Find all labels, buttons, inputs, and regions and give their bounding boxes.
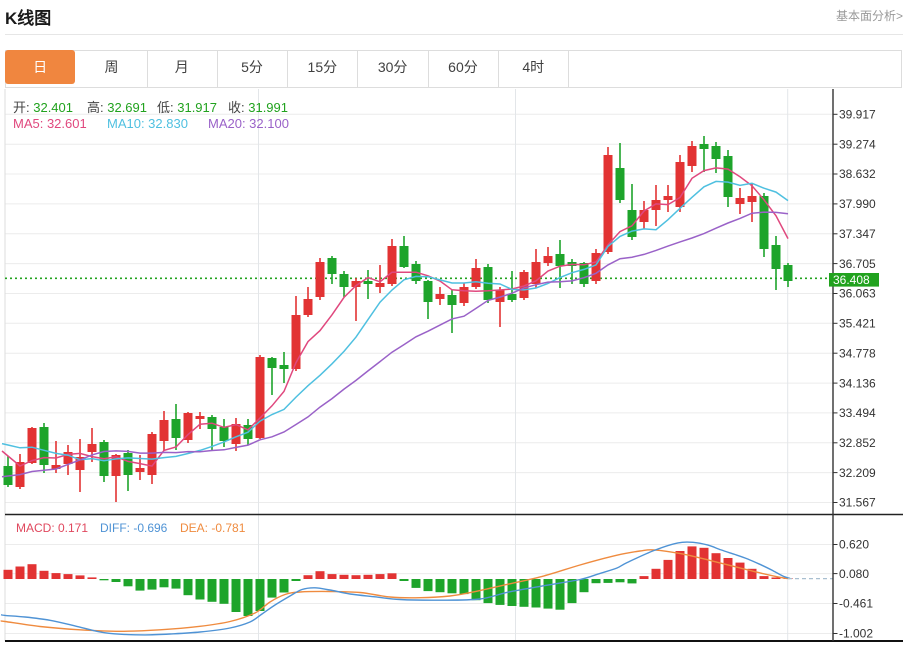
- svg-text:0.080: 0.080: [839, 567, 869, 581]
- svg-text:37.347: 37.347: [839, 227, 876, 241]
- svg-text:39.917: 39.917: [839, 108, 876, 122]
- svg-text:36.408: 36.408: [833, 273, 870, 287]
- svg-text:36.705: 36.705: [839, 257, 876, 271]
- svg-text:37.990: 37.990: [839, 197, 876, 211]
- svg-text:39.274: 39.274: [839, 137, 876, 151]
- svg-text:36.063: 36.063: [839, 287, 876, 301]
- svg-text:34.136: 34.136: [839, 376, 876, 390]
- svg-text:33.494: 33.494: [839, 406, 876, 420]
- svg-text:35.421: 35.421: [839, 317, 876, 331]
- svg-text:32.852: 32.852: [839, 436, 876, 450]
- svg-text:-1.002: -1.002: [839, 627, 873, 641]
- svg-text:32.209: 32.209: [839, 466, 876, 480]
- svg-text:31.567: 31.567: [839, 496, 876, 510]
- svg-text:38.632: 38.632: [839, 167, 876, 181]
- svg-text:34.778: 34.778: [839, 346, 876, 360]
- svg-text:0.620: 0.620: [839, 538, 869, 552]
- svg-text:-0.461: -0.461: [839, 597, 873, 611]
